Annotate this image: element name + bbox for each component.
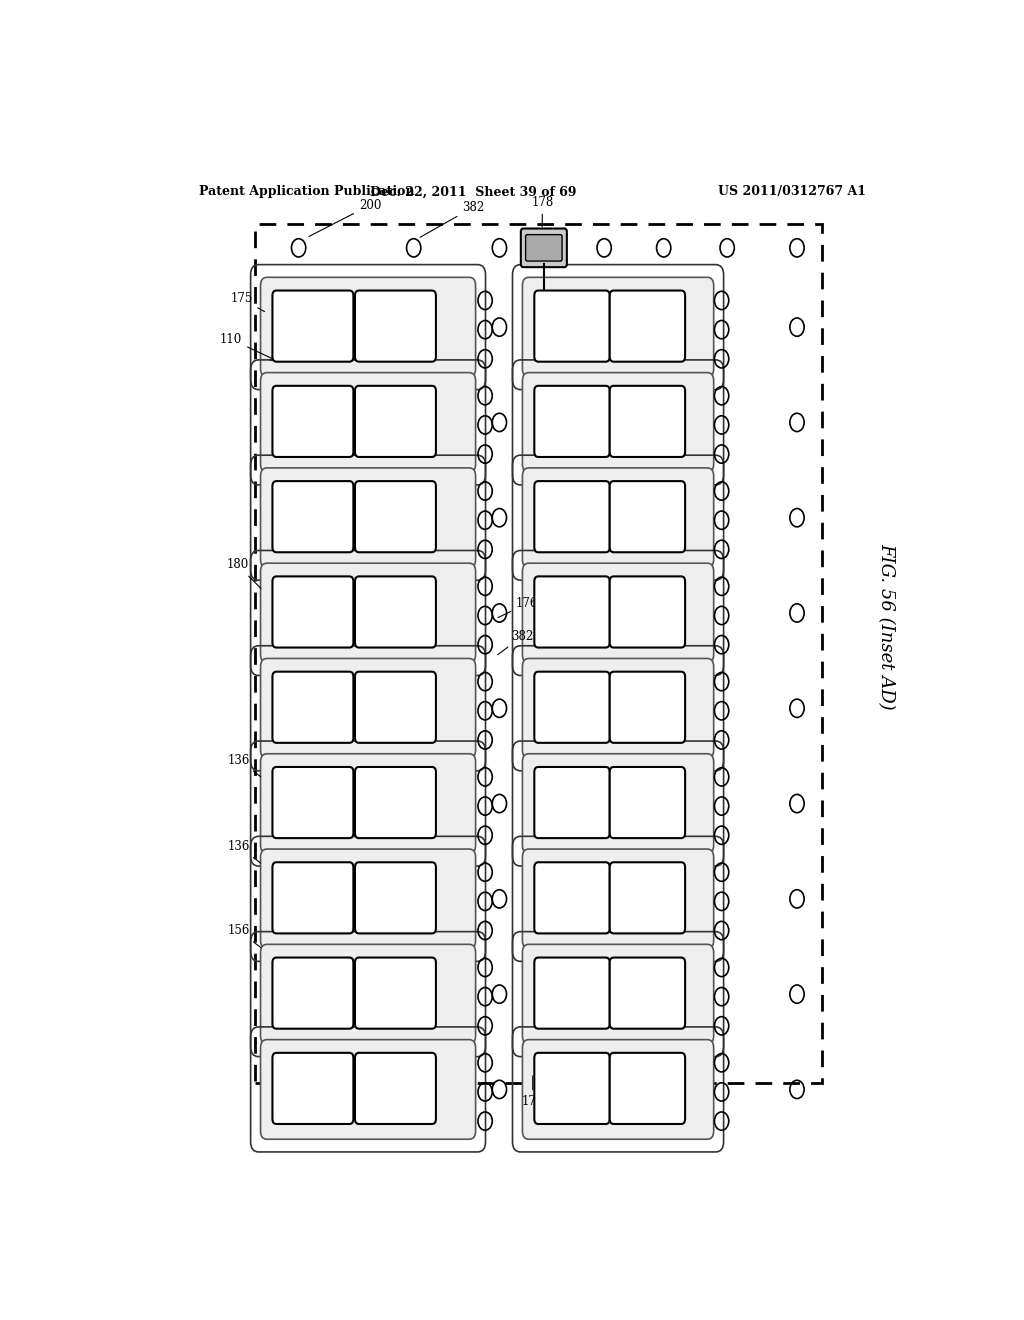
Text: 110: 110: [220, 333, 275, 360]
FancyBboxPatch shape: [522, 944, 714, 1044]
FancyBboxPatch shape: [522, 754, 714, 853]
FancyBboxPatch shape: [522, 1040, 714, 1139]
FancyBboxPatch shape: [535, 862, 609, 933]
Text: 382: 382: [498, 630, 534, 655]
FancyBboxPatch shape: [260, 467, 475, 568]
FancyBboxPatch shape: [355, 862, 436, 933]
FancyBboxPatch shape: [609, 957, 685, 1028]
FancyBboxPatch shape: [525, 235, 562, 261]
FancyBboxPatch shape: [272, 957, 353, 1028]
Text: Dec. 22, 2011  Sheet 39 of 69: Dec. 22, 2011 Sheet 39 of 69: [370, 185, 577, 198]
Text: 175: 175: [521, 1076, 544, 1107]
FancyBboxPatch shape: [260, 277, 475, 378]
Text: 136: 136: [228, 840, 261, 863]
FancyBboxPatch shape: [522, 564, 714, 663]
FancyBboxPatch shape: [609, 290, 685, 362]
FancyBboxPatch shape: [355, 672, 436, 743]
Text: 178: 178: [531, 195, 553, 227]
Text: 382: 382: [409, 1076, 431, 1107]
FancyBboxPatch shape: [535, 577, 609, 648]
Text: 136: 136: [228, 754, 261, 776]
FancyBboxPatch shape: [522, 659, 714, 758]
FancyBboxPatch shape: [609, 672, 685, 743]
FancyBboxPatch shape: [272, 290, 353, 362]
FancyBboxPatch shape: [609, 577, 685, 648]
FancyBboxPatch shape: [260, 564, 475, 663]
FancyBboxPatch shape: [260, 1040, 475, 1139]
FancyBboxPatch shape: [522, 467, 714, 568]
Text: 180: 180: [226, 558, 261, 589]
FancyBboxPatch shape: [260, 849, 475, 949]
Text: 180: 180: [570, 1076, 593, 1107]
FancyBboxPatch shape: [522, 277, 714, 378]
Text: FIG. 56 (Inset AD): FIG. 56 (Inset AD): [877, 543, 895, 709]
FancyBboxPatch shape: [260, 372, 475, 473]
FancyBboxPatch shape: [272, 577, 353, 648]
FancyBboxPatch shape: [355, 957, 436, 1028]
FancyBboxPatch shape: [535, 1053, 609, 1125]
FancyBboxPatch shape: [522, 372, 714, 473]
FancyBboxPatch shape: [535, 290, 609, 362]
FancyBboxPatch shape: [260, 944, 475, 1044]
Text: 228: 228: [361, 1076, 384, 1107]
FancyBboxPatch shape: [609, 1053, 685, 1125]
Text: 156: 156: [228, 924, 261, 948]
FancyBboxPatch shape: [272, 862, 353, 933]
FancyBboxPatch shape: [521, 228, 567, 267]
FancyBboxPatch shape: [355, 1053, 436, 1125]
Text: US 2011/0312767 A1: US 2011/0312767 A1: [718, 185, 866, 198]
FancyBboxPatch shape: [535, 672, 609, 743]
FancyBboxPatch shape: [355, 290, 436, 362]
Text: Patent Application Publication: Patent Application Publication: [200, 185, 415, 198]
FancyBboxPatch shape: [535, 385, 609, 457]
FancyBboxPatch shape: [535, 480, 609, 552]
Bar: [255, 224, 822, 1084]
FancyBboxPatch shape: [535, 957, 609, 1028]
FancyBboxPatch shape: [535, 767, 609, 838]
FancyBboxPatch shape: [355, 385, 436, 457]
FancyBboxPatch shape: [272, 767, 353, 838]
FancyBboxPatch shape: [260, 659, 475, 758]
FancyBboxPatch shape: [355, 480, 436, 552]
FancyBboxPatch shape: [355, 767, 436, 838]
FancyBboxPatch shape: [609, 385, 685, 457]
Text: 382: 382: [420, 201, 484, 238]
Text: 175: 175: [230, 292, 264, 312]
FancyBboxPatch shape: [272, 385, 353, 457]
FancyBboxPatch shape: [522, 849, 714, 949]
FancyBboxPatch shape: [609, 767, 685, 838]
Text: 182: 182: [313, 1076, 336, 1107]
FancyBboxPatch shape: [355, 577, 436, 648]
FancyBboxPatch shape: [260, 754, 475, 853]
FancyBboxPatch shape: [609, 480, 685, 552]
Text: 200: 200: [309, 198, 381, 236]
FancyBboxPatch shape: [272, 480, 353, 552]
FancyBboxPatch shape: [272, 1053, 353, 1125]
FancyBboxPatch shape: [272, 672, 353, 743]
FancyBboxPatch shape: [609, 862, 685, 933]
Text: 176: 176: [498, 597, 539, 618]
